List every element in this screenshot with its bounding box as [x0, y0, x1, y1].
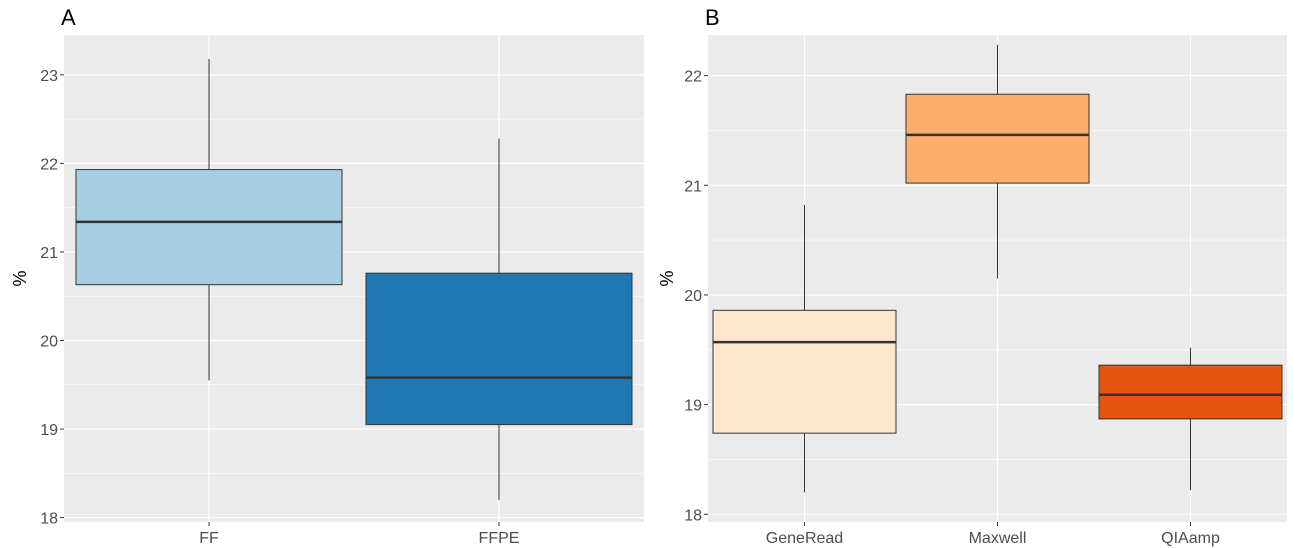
y-tick-label: 22 — [684, 69, 702, 86]
box-maxwell — [905, 93, 1090, 184]
y-axis-title: % — [657, 270, 677, 286]
panel-b: 18 19 20 21 22 GeneRead Maxwell QIAamp% — [657, 35, 1287, 547]
y-tick-label: 21 — [684, 178, 702, 195]
y-tick-label: 22 — [40, 156, 58, 173]
y-tick-label: 19 — [40, 422, 58, 439]
x-tick-label: QIAamp — [1161, 530, 1220, 547]
y-tick-label: 18 — [684, 507, 702, 524]
y-tick-label: 18 — [40, 511, 58, 528]
panel-label-b: B — [705, 5, 720, 30]
box-qiaamp — [1098, 364, 1283, 420]
y-axis-title: % — [10, 270, 30, 286]
x-tick-label: FF — [199, 530, 219, 547]
panel-a: 18 19 20 21 22 23 FF FFPE% — [10, 35, 644, 547]
box-generead — [712, 309, 897, 434]
y-tick-label: 21 — [40, 245, 58, 262]
y-tick-label: 20 — [40, 333, 58, 350]
box-ffpe — [365, 272, 633, 426]
panel-label-a: A — [61, 5, 76, 30]
box-ff — [75, 169, 343, 286]
x-tick-label: FFPE — [479, 530, 520, 547]
y-tick-label: 20 — [684, 288, 702, 305]
x-tick-label: Maxwell — [969, 530, 1027, 547]
x-tick-label: GeneRead — [766, 530, 843, 547]
y-tick-label: 19 — [684, 398, 702, 415]
y-tick-label: 23 — [40, 68, 58, 85]
